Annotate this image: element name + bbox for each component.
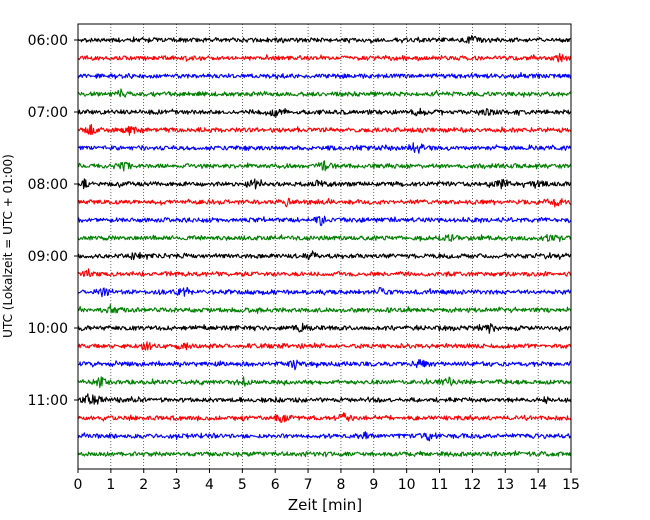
x-tick-label: 3 xyxy=(172,477,181,493)
trace-1100 xyxy=(77,393,572,405)
y-tick-label: 06:00 xyxy=(28,33,68,49)
trace-1015 xyxy=(77,341,572,351)
y-tick-label: 07:00 xyxy=(28,105,68,121)
x-gridlines xyxy=(110,24,539,469)
x-tick-label: 0 xyxy=(74,477,83,493)
trace-0745 xyxy=(77,160,572,172)
x-tick-label: 1 xyxy=(106,477,115,493)
y-axis-label: UTC (Lokalzeit = UTC + 01:00) xyxy=(1,154,15,338)
trace-1115 xyxy=(77,412,572,423)
trace-0845 xyxy=(77,233,572,243)
y-axis-ticks: 06:00 07:00 08:00 09:00 10:00 11:00 xyxy=(28,33,78,409)
y-tick-label: 11:00 xyxy=(28,393,68,409)
trace-0930 xyxy=(77,286,572,298)
trace-0815 xyxy=(77,197,572,208)
x-axis-label: Zeit [min] xyxy=(288,496,362,514)
y-tick-label: 09:00 xyxy=(28,249,68,265)
x-tick-label: 8 xyxy=(336,477,345,493)
trace-0600 xyxy=(77,35,572,44)
trace-0715 xyxy=(77,123,572,136)
trace-1000 xyxy=(77,322,572,334)
trace-0900 xyxy=(77,250,572,261)
x-tick-label: 12 xyxy=(463,477,481,493)
x-axis-ticks: 0 1 2 3 4 5 6 7 8 9 10 11 12 13 14 15 xyxy=(74,469,580,493)
x-tick-label: 7 xyxy=(304,477,313,493)
x-tick-label: 14 xyxy=(529,477,547,493)
trace-0645 xyxy=(77,88,572,98)
trace-0700 xyxy=(77,107,572,118)
x-tick-label: 2 xyxy=(139,477,148,493)
x-tick-label: 6 xyxy=(271,477,280,493)
x-tick-label: 13 xyxy=(496,477,514,493)
trace-0630 xyxy=(77,71,572,80)
y-tick-label: 08:00 xyxy=(28,177,68,193)
y-tick-label: 10:00 xyxy=(28,321,68,337)
x-tick-label: 4 xyxy=(205,477,214,493)
seismogram-traces xyxy=(77,35,572,458)
trace-1045 xyxy=(77,376,572,389)
x-tick-label: 11 xyxy=(431,477,449,493)
trace-0800 xyxy=(77,178,572,190)
trace-0830 xyxy=(77,215,572,227)
x-tick-label: 15 xyxy=(562,477,580,493)
trace-1030 xyxy=(77,359,572,371)
trace-1130 xyxy=(77,431,572,442)
trace-1145 xyxy=(77,450,572,458)
plot-frame xyxy=(77,23,572,470)
x-tick-label: 10 xyxy=(398,477,416,493)
x-tick-label: 9 xyxy=(369,477,378,493)
trace-0945 xyxy=(77,303,572,315)
trace-0615 xyxy=(77,52,572,63)
trace-0730 xyxy=(77,142,572,154)
trace-0915 xyxy=(77,268,572,278)
x-tick-label: 5 xyxy=(238,477,247,493)
